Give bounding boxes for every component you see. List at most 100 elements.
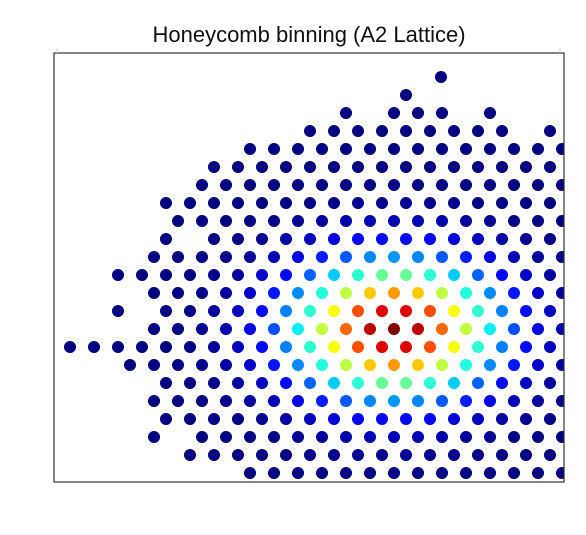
hexbin-dot xyxy=(256,269,268,281)
hexbin-dot xyxy=(400,197,412,209)
hexbin-dot xyxy=(448,341,460,353)
hexbin-dot xyxy=(232,161,244,173)
hexbin-dot xyxy=(424,269,436,281)
hexbin-dot xyxy=(232,341,244,353)
hexbin-dot xyxy=(304,269,316,281)
hexbin-dot xyxy=(256,413,268,425)
hexbin-dot xyxy=(460,215,472,227)
hexbin-dot xyxy=(508,395,520,407)
hexbin-dot xyxy=(436,395,448,407)
hexbin-dot xyxy=(448,233,460,245)
hexbin-dot xyxy=(136,341,148,353)
hexbin-dot xyxy=(484,359,496,371)
hexbin-dot xyxy=(160,377,172,389)
hexbin-dot xyxy=(556,215,564,227)
hexbin-dot xyxy=(208,161,220,173)
hexbin-dot xyxy=(244,395,256,407)
hexbin-dot xyxy=(520,161,532,173)
hexbin-dot xyxy=(424,413,436,425)
hexbin-dot xyxy=(268,215,280,227)
hexbin-dot xyxy=(292,323,304,335)
hexbin-dot xyxy=(544,125,556,137)
hexbin-dot xyxy=(532,395,544,407)
hexbin-dot xyxy=(232,413,244,425)
hexbin-dot xyxy=(484,431,496,443)
hexbin-dot xyxy=(220,431,232,443)
hexbin-dot xyxy=(376,125,388,137)
hexbin-dot xyxy=(292,431,304,443)
hexbin-dot xyxy=(208,377,220,389)
hexbin-dot xyxy=(400,305,412,317)
hexbin-dot xyxy=(340,395,352,407)
hexbin-dot xyxy=(148,431,160,443)
hexbin-dot xyxy=(424,197,436,209)
hexbin-dot xyxy=(436,431,448,443)
hexbin-dot xyxy=(196,359,208,371)
hexbin-dot xyxy=(244,467,256,479)
hexbin-dot xyxy=(436,359,448,371)
hexbin-dot xyxy=(232,305,244,317)
hexbin-dot xyxy=(352,197,364,209)
hexbin-dot xyxy=(256,449,268,461)
hexbin-dot xyxy=(208,449,220,461)
hexbin-dot xyxy=(304,377,316,389)
hexbin-dot xyxy=(424,449,436,461)
hexbin-dot xyxy=(340,215,352,227)
hexbin-dot xyxy=(484,215,496,227)
hexbin-dot xyxy=(148,251,160,263)
hexbin-dot xyxy=(364,431,376,443)
hexbin-dot xyxy=(196,431,208,443)
hexbin-dot xyxy=(316,395,328,407)
hexbin-dot xyxy=(292,143,304,155)
hexbin-dot xyxy=(556,323,564,335)
hexbin-dot xyxy=(304,161,316,173)
hexbin-dot xyxy=(412,251,424,263)
hexbin-dot xyxy=(232,269,244,281)
hexbin-dot xyxy=(268,287,280,299)
hexbin-dot xyxy=(508,359,520,371)
hexbin-dot xyxy=(304,449,316,461)
hexbin-dot xyxy=(496,197,508,209)
hexbin-dot xyxy=(364,395,376,407)
hexbin-dot xyxy=(544,161,556,173)
hexbin-dot xyxy=(544,233,556,245)
hexbin-dot xyxy=(388,395,400,407)
hexbin-dot xyxy=(304,197,316,209)
hexbin-dot xyxy=(472,269,484,281)
hexbin-dot xyxy=(352,449,364,461)
hexbin-dot xyxy=(448,377,460,389)
hexbin-dot xyxy=(160,413,172,425)
hexbin-dot xyxy=(244,215,256,227)
hexbin-dot xyxy=(196,287,208,299)
hexbin-dot xyxy=(400,269,412,281)
hexbin-dot xyxy=(460,467,472,479)
hexbin-dot xyxy=(256,377,268,389)
hexbin-dot xyxy=(412,359,424,371)
hexbin-dot xyxy=(292,359,304,371)
hexbin-dot xyxy=(412,395,424,407)
hexbin-dot xyxy=(520,197,532,209)
hexbin-dot xyxy=(292,287,304,299)
hexbin-dot xyxy=(436,179,448,191)
hexbin-dot xyxy=(208,413,220,425)
hexbin-dot xyxy=(160,341,172,353)
hexbin-dot xyxy=(172,215,184,227)
hexbin-dot xyxy=(436,251,448,263)
hexbin-dot xyxy=(268,323,280,335)
hexbin-dot xyxy=(136,269,148,281)
hexbin-dot xyxy=(364,287,376,299)
hexbin-dot xyxy=(472,377,484,389)
hexbin-dot xyxy=(292,251,304,263)
hexbin-dot xyxy=(268,143,280,155)
hexbin-dot xyxy=(448,197,460,209)
hexbin-dot xyxy=(448,125,460,137)
hexbin-dot xyxy=(244,143,256,155)
hexbin-dot xyxy=(112,341,124,353)
hexbin-dot xyxy=(256,197,268,209)
hexbin-dot xyxy=(376,233,388,245)
hexbin-dot xyxy=(184,449,196,461)
hexbin-dot xyxy=(328,197,340,209)
hexbin-dot xyxy=(532,359,544,371)
hexbin-dot xyxy=(160,269,172,281)
